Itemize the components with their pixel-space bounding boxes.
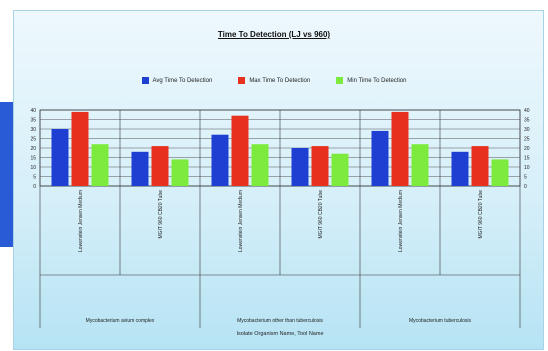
y-tick-label-right: 20 [524,146,530,152]
legend-swatch-avg [141,77,149,84]
y-tick-label-left: 15 [30,156,36,162]
category-tick-label: Lowenstein Jensen Medium [398,190,404,252]
y-tick-label-right: 40 [524,108,530,114]
y-tick-label-left: 0 [33,184,36,190]
bar [331,153,349,186]
legend-swatch-max [238,77,246,84]
y-tick-label-left: 5 [33,175,36,181]
y-tick-label-left: 10 [30,165,36,171]
y-tick-label-right: 10 [524,165,530,171]
y-tick-label-left: 20 [30,146,36,152]
bar [91,144,109,186]
legend-label-max: Max Time To Detection [249,77,311,84]
y-tick-label-right: 25 [524,137,530,143]
bar [311,146,329,186]
category-tick-label: MGIT 960 CB20 Tube [478,190,484,239]
y-tick-label-left: 30 [30,127,36,133]
bar [71,111,89,186]
legend-item-max: Max Time To Detection [238,77,310,84]
side-tab [0,102,13,247]
bar [151,146,169,186]
bar [371,130,389,186]
legend-swatch-min [336,77,344,84]
bar [251,144,269,186]
y-tick-label-right: 0 [524,184,527,190]
bar [211,134,229,186]
legend-label-avg: Avg Time To Detection [152,77,213,84]
legend-label-min: Min Time To Detection [347,77,407,84]
y-tick-label-right: 15 [524,156,530,162]
bar [471,146,489,186]
legend-item-avg: Avg Time To Detection [141,77,213,84]
bar [171,159,189,186]
bar [391,111,409,186]
bar [491,159,509,186]
group-label: Mycobacterium tuberculosis [409,318,471,324]
chart-legend: Avg Time To Detection Max Time To Detect… [0,77,548,84]
bar [51,129,69,186]
x-axis-label: Isolate Organism Name, Tool Name [236,331,324,337]
group-label: Mycobacterium avium complex [86,318,155,324]
y-tick-label-left: 40 [30,108,36,114]
bar [451,151,469,186]
y-tick-label-right: 30 [524,127,530,133]
y-tick-label-left: 25 [30,137,36,143]
bar [131,151,149,186]
legend-item-min: Min Time To Detection [336,77,406,84]
group-label: Mycobacterium other than tuberculosis [237,318,323,324]
category-tick-label: MGIT 960 CB20 Tube [318,190,324,239]
category-tick-label: MGIT 960 CB20 Tube [158,190,164,239]
category-tick-label: Lowenstein Jensen Medium [238,190,244,252]
y-tick-label-right: 35 [524,118,530,124]
y-tick-label-left: 35 [30,118,36,124]
bar [411,144,429,186]
chart-title: Time To Detection (LJ vs 960) [217,30,331,39]
bar [291,148,309,186]
bar [231,115,249,186]
y-tick-label-right: 5 [524,175,527,181]
category-tick-label: Lowenstein Jensen Medium [78,190,84,252]
